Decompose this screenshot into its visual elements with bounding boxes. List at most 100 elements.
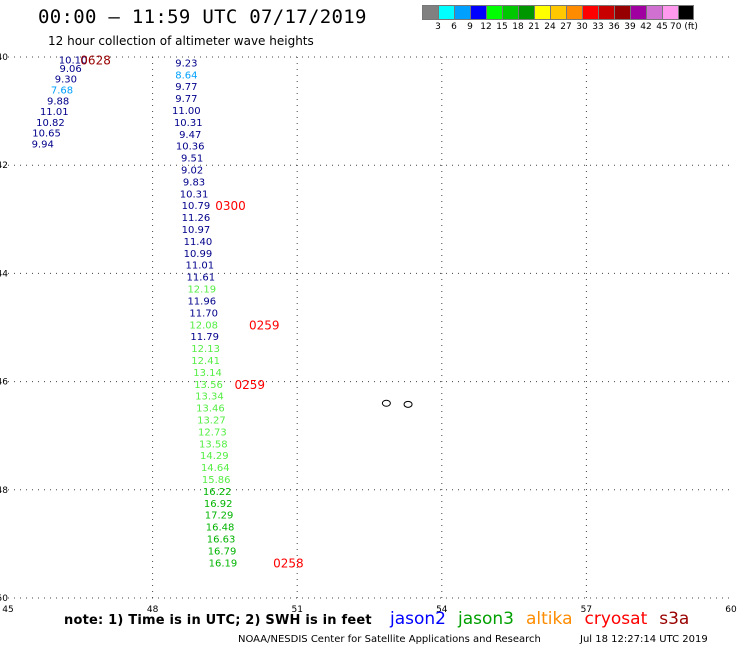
- scale-label: 30: [576, 22, 588, 32]
- pass-time-label: 0259: [249, 318, 280, 332]
- y-tick-label: -48: [0, 486, 8, 496]
- swh-value-label: 16.22: [203, 487, 232, 498]
- swh-value-label: 12.08: [189, 320, 218, 331]
- scale-label: 42: [640, 22, 652, 32]
- x-tick-label: 60: [725, 605, 737, 615]
- swh-value-label: 13.34: [195, 392, 224, 403]
- scale-label: 18: [512, 22, 524, 32]
- mission-cryosat: cryosat: [584, 609, 648, 629]
- swh-value-label: 10.82: [36, 118, 65, 129]
- swh-value-label: 11.79: [190, 332, 219, 343]
- pass-time-label: 0258: [273, 556, 304, 570]
- x-tick-label: 57: [581, 605, 592, 615]
- y-tick-label: -46: [0, 378, 8, 388]
- credit-text: NOAA/NESDIS Center for Satellite Applica…: [238, 634, 541, 645]
- swh-value-label: 7.68: [51, 85, 73, 96]
- scale-swatch: [550, 5, 566, 20]
- x-tick-label: 51: [291, 605, 302, 615]
- swh-value-label: 13.27: [197, 415, 226, 426]
- swh-value-label: 14.29: [200, 451, 229, 462]
- mission-jason2: jason2: [390, 609, 446, 629]
- swh-value-label: 16.48: [206, 523, 235, 534]
- scale-label: 9: [467, 22, 473, 32]
- mission-s3a: s3a: [659, 609, 690, 629]
- scale-label: 70 (ft): [670, 22, 698, 32]
- island-outline: [403, 400, 413, 408]
- swh-value-label: 9.83: [183, 177, 205, 188]
- swh-value-label: 12.19: [187, 285, 216, 296]
- swh-value-label: 12.41: [191, 356, 220, 367]
- swh-value-label: 10.79: [182, 201, 211, 212]
- swh-value-label: 9.77: [175, 94, 197, 105]
- scale-label: 39: [624, 22, 636, 32]
- swh-value-label: 9.94: [32, 140, 54, 151]
- scale-swatch: [614, 5, 630, 20]
- scale-label: 33: [592, 22, 604, 32]
- scale-swatch: [438, 5, 454, 20]
- pass-time-label: 0628: [80, 54, 111, 68]
- pass-time-label: 0300: [215, 199, 246, 213]
- swh-value-label: 10.36: [176, 142, 205, 153]
- x-tick-label: 48: [147, 605, 159, 615]
- scale-label: 36: [608, 22, 620, 32]
- swh-value-label: 13.46: [196, 404, 225, 415]
- scale-swatch: [598, 5, 614, 20]
- generated-timestamp: Jul 18 12:27:14 UTC 2019: [580, 634, 708, 645]
- swh-value-label: 16.63: [207, 534, 236, 545]
- scale-swatch: [486, 5, 502, 20]
- swh-value-label: 9.77: [175, 82, 197, 93]
- swh-value-label: 10.31: [174, 118, 203, 129]
- swh-value-label: 11.01: [40, 107, 69, 118]
- scale-swatch: [502, 5, 518, 20]
- y-tick-label: -50: [0, 594, 8, 604]
- island-outline: [381, 399, 391, 407]
- scale-swatch: [566, 5, 582, 20]
- swh-value-label: 10.31: [180, 189, 209, 200]
- swh-value-label: 16.19: [209, 558, 238, 569]
- mission-altika: altika: [526, 609, 573, 629]
- swh-value-label: 11.61: [186, 273, 215, 284]
- swh-value-label: 9.51: [181, 154, 203, 165]
- scale-swatch: [518, 5, 534, 20]
- swh-value-label: 10.99: [184, 249, 213, 260]
- swh-value-label: 9.30: [55, 75, 77, 86]
- swh-value-label: 16.92: [204, 499, 233, 510]
- swh-value-label: 14.64: [201, 463, 230, 474]
- scale-label: 27: [560, 22, 572, 32]
- swh-value-label: 11.00: [172, 106, 201, 117]
- scale-label: 3: [435, 22, 441, 32]
- swh-value-label: 11.01: [186, 261, 215, 272]
- scale-label: 15: [496, 22, 508, 32]
- swh-value-label: 10.65: [32, 129, 61, 140]
- swh-value-label: 10.10: [59, 56, 88, 67]
- swh-value-label: 13.56: [194, 380, 223, 391]
- swh-value-label: 11.96: [187, 296, 216, 307]
- x-tick-label: 45: [2, 605, 13, 615]
- pass-time-label: 0259: [235, 378, 266, 392]
- scale-swatch: [454, 5, 470, 20]
- y-tick-label: -44: [0, 269, 8, 279]
- scale-swatch: [646, 5, 662, 20]
- swh-value-label: 13.14: [193, 368, 222, 379]
- y-tick-label: -40: [0, 53, 8, 63]
- scale-label: 45: [656, 22, 668, 32]
- scale-label: 24: [544, 22, 556, 32]
- scale-swatch: [470, 5, 486, 20]
- mission-legend: jason2 jason3 altika cryosat s3a: [390, 609, 701, 629]
- mission-jason3: jason3: [458, 609, 514, 629]
- scale-swatch: [534, 5, 550, 20]
- color-scale: [422, 5, 694, 24]
- scale-swatch: [422, 5, 438, 20]
- scale-swatch: [630, 5, 646, 20]
- chart-title: 00:00 – 11:59 UTC 07/17/2019: [38, 6, 367, 28]
- swh-value-label: 17.29: [205, 511, 234, 522]
- color-scale-labels: 3 6 9 12 15 18 21 24 27 30 33 36 39 42 45 70 (ft): [422, 22, 740, 36]
- swh-value-label: 12.13: [191, 344, 220, 355]
- scale-label: 21: [528, 22, 540, 32]
- swh-value-label: 11.26: [182, 213, 211, 224]
- swh-value-label: 15.86: [202, 475, 231, 486]
- footer-note: note: 1) Time is in UTC; 2) SWH is in fe…: [64, 613, 372, 628]
- swh-value-label: 9.06: [60, 64, 82, 75]
- swh-value-label: 11.70: [189, 308, 218, 319]
- swh-value-label: 16.79: [208, 546, 237, 557]
